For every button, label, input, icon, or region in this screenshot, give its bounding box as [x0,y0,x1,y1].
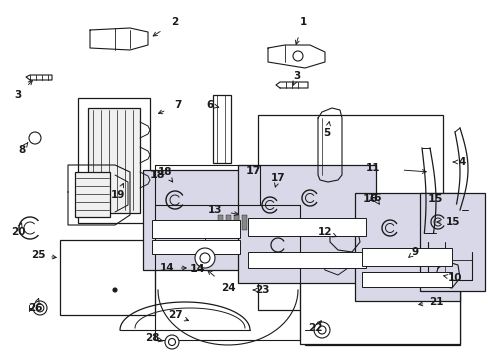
Circle shape [36,304,44,312]
Bar [142,170,250,270]
Bar [234,215,239,230]
Bar [218,215,223,230]
Bar [361,248,451,266]
Text: 13: 13 [207,205,222,215]
Text: 18: 18 [158,167,172,177]
Text: 14: 14 [160,263,174,273]
Text: 9: 9 [410,247,418,257]
Bar [354,193,459,301]
Text: 10: 10 [447,273,461,283]
Bar [152,240,240,254]
Text: 21: 21 [428,297,442,307]
Text: 20: 20 [11,227,25,237]
Bar [419,193,484,291]
Bar [247,252,365,268]
Circle shape [33,301,47,315]
Text: 16: 16 [367,193,382,203]
Bar [152,220,240,238]
Text: 19: 19 [111,190,125,200]
Circle shape [164,335,179,349]
Text: 17: 17 [245,166,261,176]
Text: 11: 11 [365,163,380,173]
Text: 26: 26 [28,303,42,313]
Circle shape [200,253,209,263]
Circle shape [195,248,215,268]
Text: 14: 14 [190,264,205,274]
Text: 1: 1 [299,17,306,27]
Text: 18: 18 [150,170,165,180]
Circle shape [168,338,175,346]
Text: 12: 12 [317,227,331,237]
Bar [247,218,365,236]
Text: 23: 23 [254,285,269,295]
Bar [238,165,375,283]
Text: 15: 15 [427,194,443,204]
Bar [78,98,150,223]
Bar [361,272,451,287]
Circle shape [313,322,329,338]
Text: 24: 24 [220,283,235,293]
Bar [299,272,459,344]
Circle shape [292,51,303,61]
Text: 7: 7 [174,100,182,110]
Text: 6: 6 [206,100,213,110]
Text: 8: 8 [19,145,25,155]
Bar [213,95,230,163]
Circle shape [113,288,117,292]
Bar [242,215,246,230]
Text: 2: 2 [171,17,178,27]
Text: 22: 22 [307,323,322,333]
Bar [75,172,110,217]
Text: 15: 15 [445,217,459,227]
Text: 25: 25 [31,250,45,260]
Text: 5: 5 [323,128,330,138]
Bar [225,215,230,230]
Bar [88,108,140,213]
Text: 4: 4 [457,157,465,167]
Circle shape [317,326,325,334]
Text: 3: 3 [14,90,21,100]
Text: 27: 27 [167,310,182,320]
Text: 16: 16 [362,194,378,204]
Bar [60,240,155,315]
Text: 17: 17 [270,173,285,183]
Bar [305,275,459,345]
Text: 28: 28 [144,333,159,343]
Text: 3: 3 [293,71,300,81]
Bar [258,115,442,310]
Circle shape [29,132,41,144]
